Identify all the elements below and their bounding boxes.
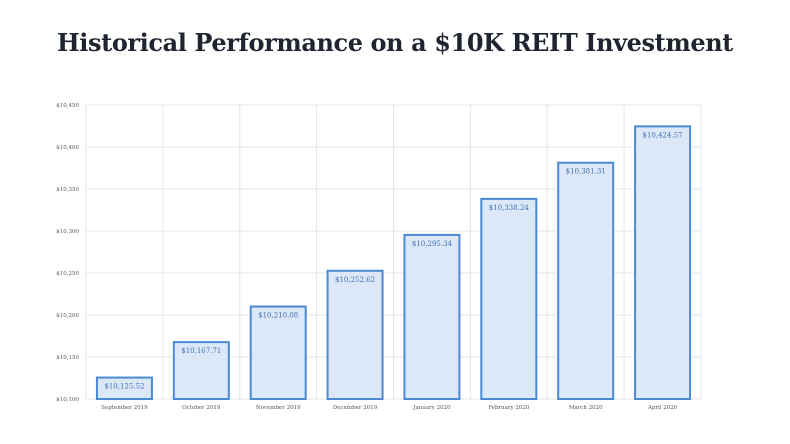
bar — [95, 376, 153, 401]
x-tick-label: September 2019 — [101, 405, 148, 411]
bar — [480, 197, 538, 400]
bar — [172, 341, 230, 400]
x-tick-label: March 2020 — [569, 405, 603, 411]
x-tick-label: November 2019 — [256, 405, 301, 411]
data-label: $10,338.24 — [489, 204, 530, 212]
y-tick-label: $10,250 — [56, 271, 79, 277]
data-label: $10,210.08 — [258, 312, 298, 320]
chart-title: Historical Performance on a $10K REIT In… — [57, 28, 733, 57]
x-tick-label: January 2020 — [412, 405, 451, 411]
x-tick-label: February 2020 — [488, 405, 530, 411]
y-tick-label: $10,300 — [56, 229, 79, 235]
bar — [634, 125, 692, 400]
x-tick-label: October 2019 — [182, 405, 221, 411]
data-label: $10,424.57 — [643, 131, 683, 139]
data-label: $10,167.71 — [181, 347, 221, 355]
data-label: $10,252.62 — [335, 276, 375, 284]
bar — [403, 233, 461, 400]
bar — [249, 305, 307, 401]
y-tick-label: $10,200 — [56, 313, 79, 319]
y-tick-label: $10,400 — [56, 145, 79, 151]
data-label: $10,381.31 — [566, 168, 606, 176]
y-tick-label: $10,450 — [56, 103, 79, 109]
bar — [557, 161, 615, 400]
data-label: $10,295.34 — [412, 240, 453, 248]
y-tick-label: $10,150 — [56, 355, 79, 361]
data-label: $10,125.52 — [104, 383, 144, 391]
x-tick-label: December 2019 — [333, 405, 378, 411]
bar — [326, 269, 384, 400]
y-tick-label: $10,350 — [56, 187, 79, 193]
x-tick-label: April 2020 — [647, 405, 678, 411]
y-tick-label: $10,100 — [56, 397, 79, 403]
